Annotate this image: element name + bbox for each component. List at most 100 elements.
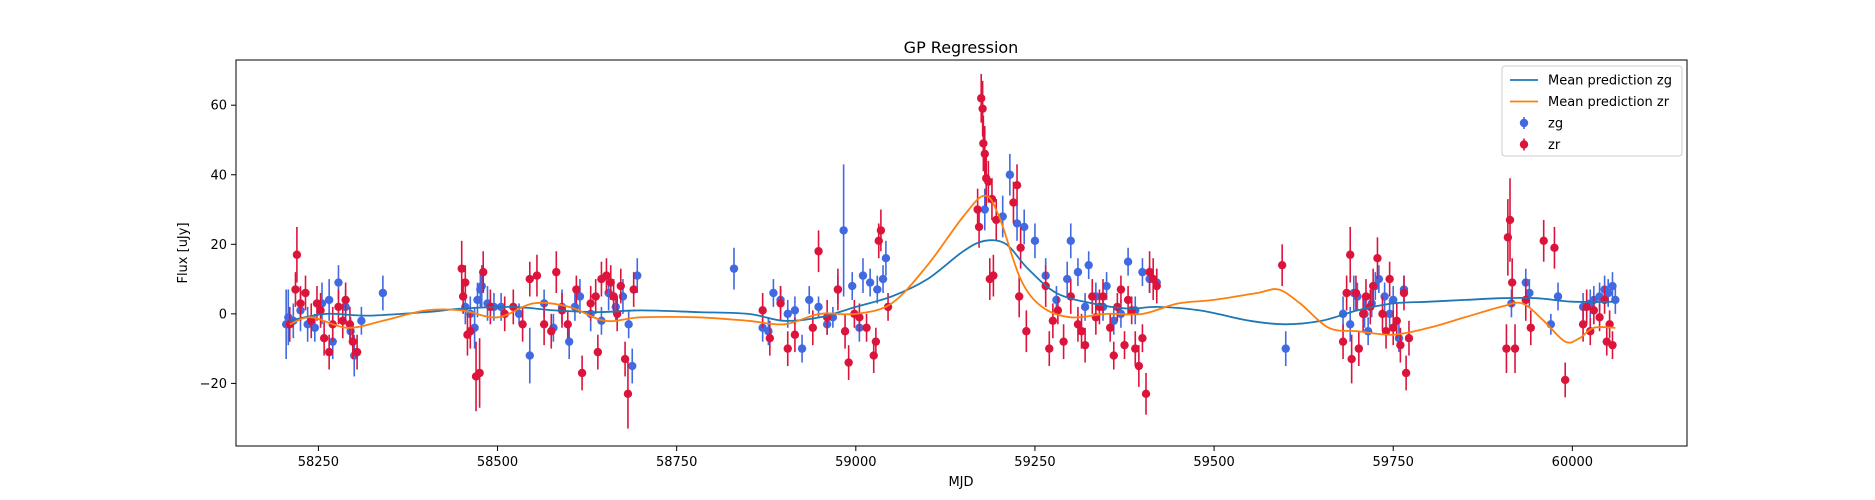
data-point-zr: [980, 149, 989, 159]
data-point-zg: [628, 361, 637, 371]
data-point-zg: [980, 205, 989, 214]
data-point-zg: [633, 271, 642, 280]
data-point-zr: [547, 327, 556, 336]
data-point-zr: [352, 347, 362, 357]
data-point-zr: [1116, 285, 1126, 294]
data-point-zr: [1368, 281, 1378, 291]
data-point-zr: [324, 347, 334, 357]
data-point-zr: [475, 368, 484, 378]
data-point-zg: [1005, 170, 1015, 179]
data-point-zg: [797, 344, 807, 353]
data-point-zg: [873, 285, 882, 294]
data-point-zr: [1396, 340, 1405, 350]
data-point-zr: [461, 278, 470, 287]
data-point-zr: [1338, 337, 1348, 346]
data-point-zr: [1016, 243, 1025, 252]
y-tick-label: 40: [210, 168, 227, 183]
data-point-zg: [814, 302, 823, 312]
data-point-zr: [1539, 236, 1548, 246]
data-point-zr: [1608, 340, 1617, 350]
data-point-zg: [525, 351, 534, 360]
mean-prediction-line-zg: [289, 239, 1616, 326]
data-point-zg: [848, 281, 857, 291]
data-point-zr: [840, 327, 850, 336]
data-point-zr: [586, 299, 595, 308]
data-point-zr: [525, 274, 534, 284]
x-tick-label: 58250: [298, 455, 339, 470]
data-point-zr: [1088, 292, 1097, 301]
data-point-zr: [629, 285, 638, 294]
data-point-zr: [1389, 323, 1398, 332]
series-zr: [285, 73, 1617, 429]
legend-point-swatch: [1519, 140, 1529, 149]
mean-prediction-lines: [289, 194, 1616, 344]
data-point-zr: [457, 264, 466, 273]
data-point-zr: [466, 327, 475, 336]
data-point-zr: [307, 316, 316, 326]
data-point-zr: [1378, 309, 1387, 319]
data-point-zg: [1374, 274, 1384, 284]
data-point-zg: [310, 323, 320, 332]
x-tick-label: 59250: [1014, 455, 1055, 470]
data-point-zr: [1127, 306, 1136, 315]
data-point-zr: [338, 316, 347, 326]
data-point-zg: [477, 281, 486, 291]
x-tick-label: 59000: [835, 455, 876, 470]
data-point-zr: [1077, 327, 1086, 336]
y-tick-label: −20: [200, 377, 227, 392]
data-point-zr: [1145, 267, 1154, 277]
data-point-zr: [616, 281, 625, 291]
data-point-zr: [1109, 351, 1118, 360]
data-point-zr: [348, 337, 357, 346]
data-point-zg: [1346, 320, 1355, 329]
y-tick-label: 0: [219, 307, 227, 322]
data-point-zr: [1582, 302, 1591, 312]
data-point-zg: [357, 316, 366, 326]
x-axis-label: MJD: [948, 475, 973, 490]
data-point-zg: [1073, 267, 1083, 277]
data-point-zr: [563, 320, 572, 329]
data-point-zr: [1048, 316, 1058, 326]
data-point-zg: [790, 306, 800, 315]
data-point-zg: [1525, 288, 1534, 298]
data-point-zr: [292, 250, 302, 259]
data-point-zr: [1120, 340, 1129, 350]
data-point-zg: [624, 320, 633, 329]
y-tick-label: 20: [210, 238, 227, 253]
data-point-zr: [973, 205, 982, 214]
data-point-zr: [296, 299, 305, 308]
data-point-zr: [1526, 323, 1535, 332]
data-point-zr: [301, 288, 310, 298]
data-point-zr: [577, 368, 587, 378]
data-point-zr: [1277, 260, 1287, 270]
legend-point-swatch: [1519, 118, 1529, 128]
data-point-zr: [808, 323, 818, 332]
data-point-zr: [1392, 316, 1402, 326]
data-point-zr: [844, 358, 853, 367]
y-axis-ticks: −20 0 20 40 60: [200, 99, 236, 392]
data-point-zr: [1059, 337, 1068, 346]
data-point-zg: [324, 295, 334, 305]
data-point-zg: [575, 292, 585, 301]
data-point-zr: [1600, 295, 1609, 305]
data-point-zr: [1589, 306, 1599, 315]
data-point-zr: [1354, 344, 1364, 353]
data-point-zr: [539, 320, 549, 329]
data-point-zg: [1019, 222, 1029, 232]
data-point-zr: [1080, 340, 1090, 350]
data-point-zr: [552, 267, 561, 277]
data-point-zr: [1138, 333, 1147, 343]
data-point-zr: [1510, 344, 1520, 353]
data-point-zg: [1030, 236, 1040, 246]
data-point-zg: [865, 278, 875, 287]
data-point-zr: [1550, 243, 1559, 252]
data-point-zr: [312, 299, 322, 308]
data-point-zr: [862, 323, 871, 332]
data-point-zg: [764, 327, 773, 336]
x-tick-label: 58750: [656, 455, 697, 470]
data-point-zg: [1052, 295, 1061, 305]
data-point-zr: [1404, 333, 1414, 343]
data-point-zr: [479, 267, 488, 277]
data-point-zg: [858, 271, 868, 280]
data-point-zr: [984, 177, 993, 186]
